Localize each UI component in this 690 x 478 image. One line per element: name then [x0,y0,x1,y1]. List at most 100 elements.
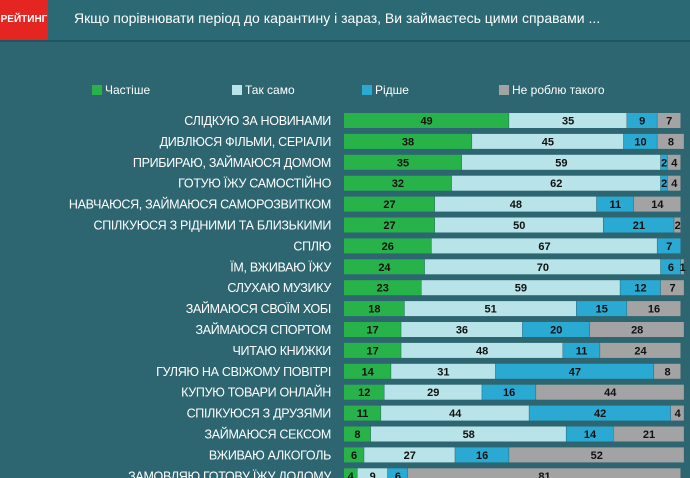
legend-swatch [92,85,102,95]
bar-segment [344,217,435,233]
bar-segment [344,175,452,191]
bar-segment [344,384,384,400]
category-label: СПІЛКУЮСЯ З РІДНИМИ ТА БЛИЗЬКИМИ [94,219,331,233]
data-label: 59 [555,157,567,169]
bar-segment [344,280,422,296]
legend-label: Не роблю такого [512,83,605,97]
data-label: 6 [395,471,401,478]
data-label: 21 [633,220,645,232]
bar-segment [384,384,482,400]
legend-item-3: Не роблю такого [499,83,605,97]
bar-segment [681,259,684,275]
bar-row: ГУЛЯЮ НА СВІЖОМУ ПОВІТРІ 14 31 47 8 [156,363,681,379]
category-label: ГУЛЯЮ НА СВІЖОМУ ПОВІТРІ [156,365,331,379]
bar-segment [461,154,661,170]
bar-segment [563,342,600,358]
bar-row: ГОТУЮ ЇЖУ САМОСТІЙНО 32 62 2 4 [178,175,681,191]
data-label: 58 [463,429,475,441]
data-label: 20 [550,325,562,337]
data-label: 11 [576,345,588,357]
data-label: 16 [476,450,488,462]
bar-segment [529,405,671,421]
data-label: 28 [631,325,643,337]
data-label: 81 [538,471,550,478]
data-label: 12 [634,283,646,295]
bar-row: ВЖИВАЮ АЛКОГОЛЬ 6 27 16 52 [209,447,684,463]
bar-segment [344,259,425,275]
bar-segment [391,363,496,379]
data-label: 35 [562,116,574,128]
category-label: ГОТУЮ ЇЖУ САМОСТІЙНО [178,176,331,191]
category-label: ВЖИВАЮ АЛКОГОЛЬ [209,448,331,462]
bar-segment [627,301,681,317]
bar-row: ЗАЙМАЮСЯ СВОЇМ ХОБІ 18 51 15 16 [186,301,681,317]
bar-segment [509,447,684,463]
data-label: 62 [550,178,562,190]
bar-segment [357,468,388,478]
data-label: 2 [675,220,681,232]
bar-segment [381,405,529,421]
bar-segment [670,405,684,421]
data-label: 16 [503,387,515,399]
bar-segment [660,280,684,296]
category-label: ДИВЛЮСЯ ФІЛЬМИ, СЕРІАЛИ [160,135,331,149]
bar-row: ЗАЙМАЮСЯ СЕКСОМ 8 58 14 21 [204,426,684,442]
data-label: 8 [664,366,670,378]
data-label: 8 [668,136,674,148]
data-label: 38 [402,136,414,148]
data-label: 2 [661,157,667,169]
bar-row: ЇМ, ВЖИВАЮ ЇЖУ 24 70 6 1 [230,259,686,275]
bar-row: СЛІДКУЮ ЗА НОВИНАМИ 49 35 9 7 [184,113,681,128]
bar-segment [600,342,681,358]
bar-segment [434,217,603,233]
bar-segment [421,280,620,296]
data-label: 21 [643,429,655,441]
chart-title: Якщо порівнювати період до карантину і з… [74,10,601,26]
bar-segment [344,447,364,463]
data-label: 15 [596,304,608,316]
bar-segment [620,280,661,296]
data-label: 16 [648,304,660,316]
bar-segment [660,259,681,275]
bar-segment [451,175,661,191]
data-label: 17 [367,325,379,337]
bar-row: ЗАМОВЛЯЮ ГОТОВУ ЇЖУ ДОДОМУ 4 9 6 81 [128,468,681,478]
data-label: 7 [666,241,672,253]
data-label: 51 [484,304,496,316]
legend-item-1: Так само [232,83,295,97]
data-label: 45 [542,136,554,148]
bar-segment [455,447,509,463]
data-label: 44 [604,387,617,399]
data-label: 6 [351,450,357,462]
data-label: 35 [397,157,409,169]
data-label: 48 [510,199,522,211]
data-label: 4 [348,471,355,478]
bar-segment [344,196,435,212]
bar-segment [657,113,681,128]
bar-segment [344,113,509,128]
data-label: 14 [361,366,374,378]
bar-segment [344,322,401,337]
legend-item-2: Рідше [362,83,409,97]
data-label: 50 [513,220,525,232]
bar-segment [674,217,681,233]
category-label: ПРИБИРАЮ, ЗАЙМАЮСЯ ДОМОМ [133,155,331,170]
bar-segment [633,196,681,212]
data-label: 26 [382,241,394,253]
data-label: 9 [639,116,645,128]
bar-segment [495,363,654,379]
bar-segment [536,384,684,400]
bar-segment [401,342,563,358]
legend-item-0: Частіше [92,83,150,97]
bar-segment [424,259,661,275]
category-label: СЛІДКУЮ ЗА НОВИНАМИ [184,114,331,128]
data-label: 32 [392,178,404,190]
data-label: 24 [378,262,391,274]
bar-segment [344,405,381,421]
data-label: 14 [651,199,664,211]
bar-segment [344,426,371,442]
data-label: 67 [538,241,550,253]
data-label: 42 [594,408,606,420]
bar-row: СПЛЮ 26 67 7 [293,238,681,254]
category-label: ЗАЙМАЮСЯ СВОЇМ ХОБІ [186,301,331,316]
